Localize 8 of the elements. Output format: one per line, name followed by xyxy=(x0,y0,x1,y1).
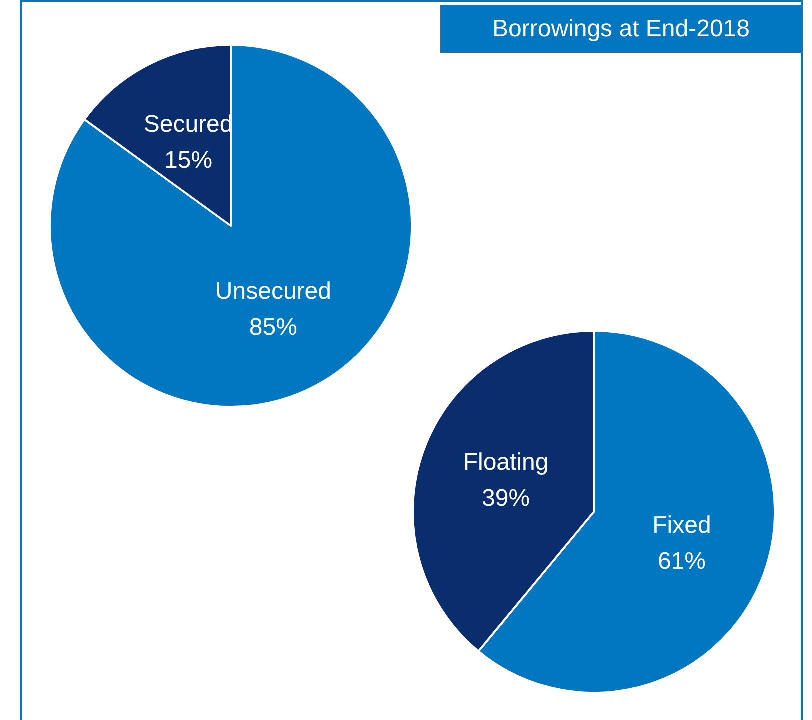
slice-label: Fixed xyxy=(652,512,712,540)
text: Borrowings at End-2018 xyxy=(492,16,750,42)
data-label: 85% xyxy=(249,314,298,341)
data-label: 39% xyxy=(482,484,530,512)
slice-label: Unsecured xyxy=(215,278,332,305)
slice-label: Floating xyxy=(463,448,549,476)
data-label: 61% xyxy=(658,548,706,576)
data-label: 15% xyxy=(164,147,213,174)
